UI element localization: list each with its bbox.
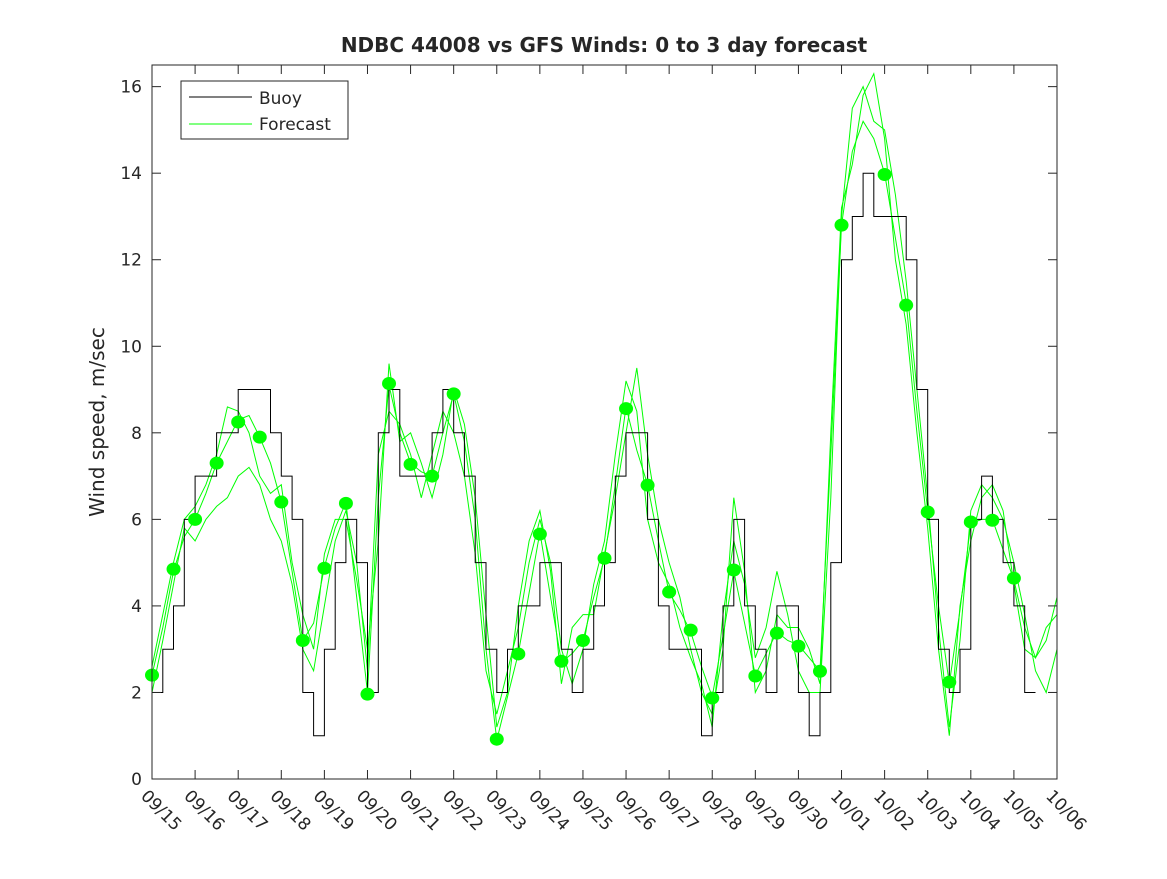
analysis-point xyxy=(360,687,375,701)
plot-frame xyxy=(151,64,1058,780)
y-tick-label: 10 xyxy=(120,337,142,357)
analysis-point xyxy=(812,664,827,678)
analysis-point xyxy=(489,732,504,746)
y-axis-label: Wind speed, m/sec xyxy=(85,327,109,517)
analysis-point xyxy=(209,456,224,470)
analysis-point xyxy=(403,457,418,471)
analysis-point xyxy=(705,691,720,705)
analysis-point xyxy=(511,647,526,661)
analysis-point xyxy=(769,626,784,640)
analysis-point xyxy=(532,527,547,541)
legend-forecast-label: Forecast xyxy=(259,115,331,135)
y-tick-label: 6 xyxy=(131,510,142,530)
analysis-point xyxy=(252,430,267,444)
analysis-point xyxy=(425,469,440,483)
analysis-point xyxy=(575,634,590,648)
analysis-point xyxy=(877,167,892,181)
analysis-point xyxy=(985,513,1000,527)
analysis-point xyxy=(597,551,612,565)
buoy-line xyxy=(152,172,1036,737)
y-tick-label: 14 xyxy=(120,164,142,184)
analysis-point xyxy=(1006,571,1021,585)
analysis-point xyxy=(446,387,461,401)
analysis-point xyxy=(619,402,634,416)
analysis-point xyxy=(188,512,203,526)
plot-area xyxy=(152,65,1057,779)
analysis-point xyxy=(274,495,289,509)
analysis-point xyxy=(317,561,332,575)
analysis-point xyxy=(662,585,677,599)
analysis-point xyxy=(899,298,914,312)
analysis-point xyxy=(295,634,310,648)
legend: Buoy Forecast xyxy=(180,80,349,140)
analysis-point xyxy=(791,639,806,653)
analysis-point xyxy=(554,654,569,668)
y-tick-label: 16 xyxy=(120,78,142,98)
y-tick-label: 8 xyxy=(131,424,142,444)
chart-title: NDBC 44008 vs GFS Winds: 0 to 3 day fore… xyxy=(341,33,868,57)
y-tick-label: 12 xyxy=(120,251,142,271)
analysis-point xyxy=(382,376,397,390)
series-layer xyxy=(145,72,1058,746)
analysis-point xyxy=(748,669,763,683)
legend-buoy-label: Buoy xyxy=(259,89,302,109)
analysis-point xyxy=(683,623,698,637)
analysis-point xyxy=(834,218,849,232)
y-tick-label: 4 xyxy=(131,597,142,617)
analysis-point xyxy=(231,415,246,429)
y-tick-label: 2 xyxy=(131,683,142,703)
analysis-point xyxy=(338,496,353,510)
analysis-point xyxy=(166,562,181,576)
analysis-point xyxy=(920,505,935,519)
legend-box xyxy=(180,80,349,140)
y-tick-label: 0 xyxy=(131,770,142,790)
analysis-point xyxy=(942,675,957,689)
analysis-point xyxy=(963,515,978,529)
analysis-point xyxy=(726,563,741,577)
analysis-point xyxy=(640,478,655,492)
